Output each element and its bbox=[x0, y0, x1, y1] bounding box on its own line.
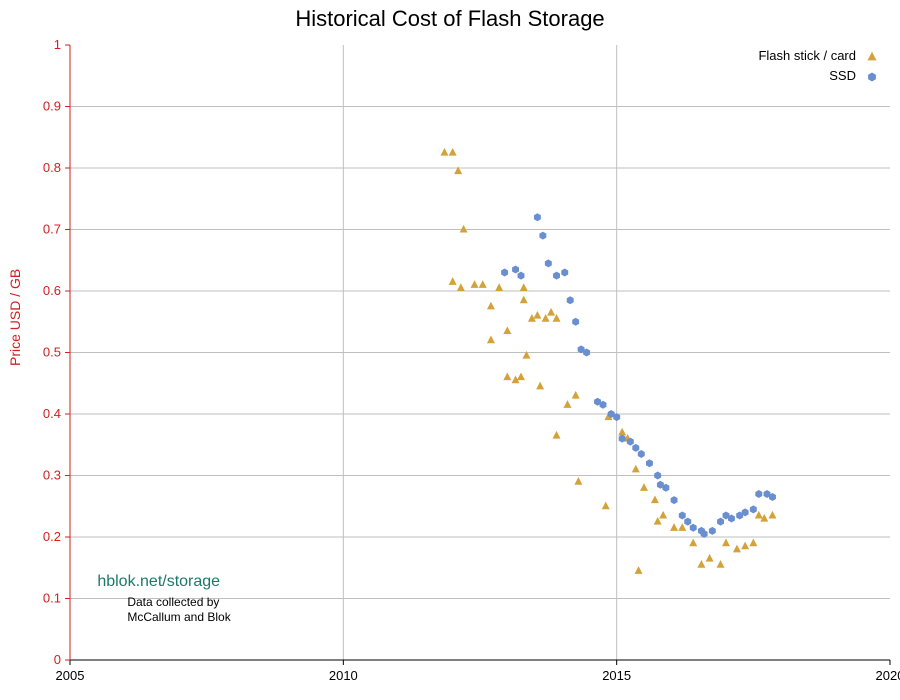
credit-line-2: McCallum and Blok bbox=[127, 610, 230, 624]
legend-item-ssd: SSD bbox=[829, 68, 856, 83]
credit-line-1: Data collected by bbox=[127, 595, 219, 609]
svg-text:2010: 2010 bbox=[329, 668, 358, 683]
y-axis-label: Price USD / GB bbox=[7, 336, 23, 366]
svg-text:0.7: 0.7 bbox=[43, 222, 61, 237]
legend-item-flash: Flash stick / card bbox=[758, 48, 856, 63]
svg-text:0.6: 0.6 bbox=[43, 283, 61, 298]
credit-link: hblok.net/storage bbox=[97, 573, 220, 591]
svg-text:0.4: 0.4 bbox=[43, 406, 61, 421]
svg-text:0.5: 0.5 bbox=[43, 345, 61, 360]
svg-text:1: 1 bbox=[54, 37, 61, 52]
svg-text:0.2: 0.2 bbox=[43, 529, 61, 544]
svg-text:0: 0 bbox=[54, 652, 61, 667]
svg-text:2005: 2005 bbox=[56, 668, 85, 683]
svg-text:0.1: 0.1 bbox=[43, 591, 61, 606]
chart-root: Historical Cost of Flash Storage 2005201… bbox=[0, 0, 900, 700]
svg-text:0.9: 0.9 bbox=[43, 99, 61, 114]
svg-text:2015: 2015 bbox=[602, 668, 631, 683]
svg-text:0.8: 0.8 bbox=[43, 160, 61, 175]
svg-text:2020: 2020 bbox=[876, 668, 900, 683]
svg-text:0.3: 0.3 bbox=[43, 468, 61, 483]
